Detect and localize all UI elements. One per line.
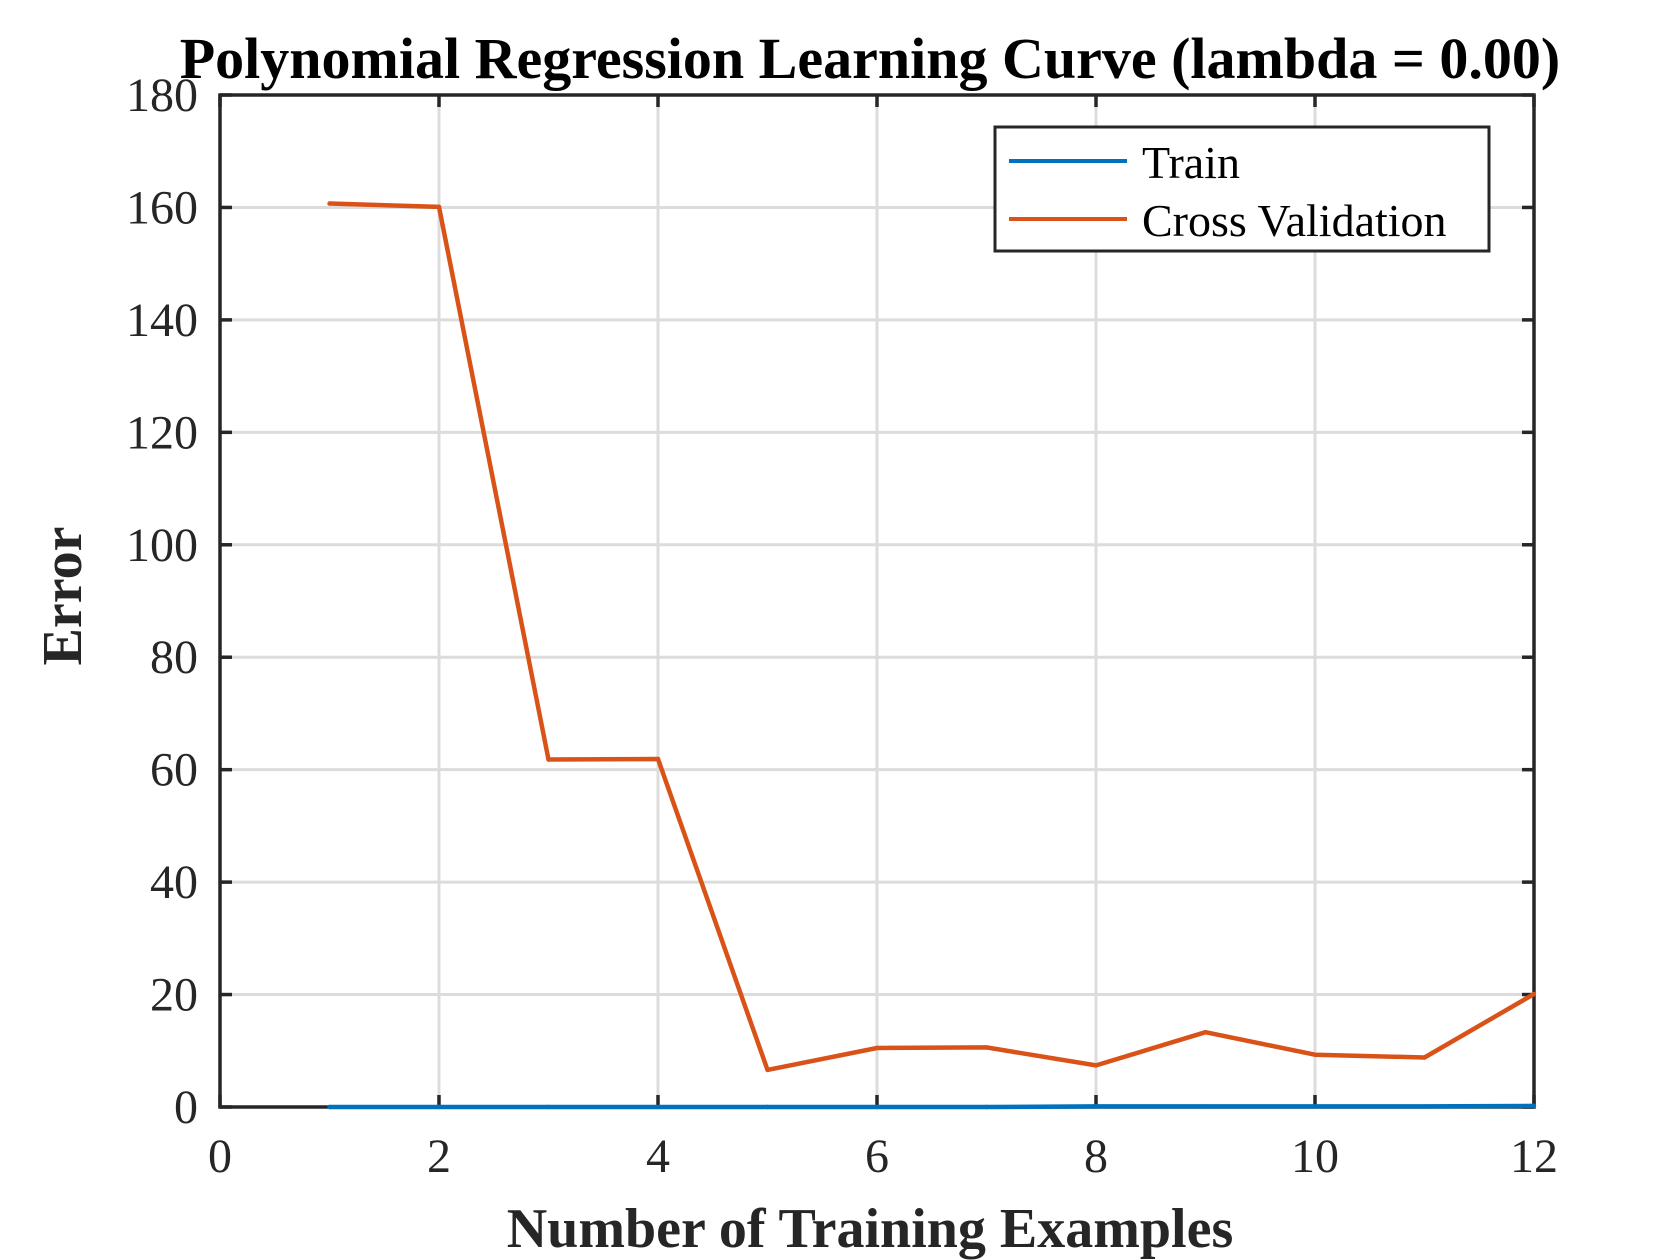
x-tick-label: 8 (1084, 1130, 1108, 1183)
series-line-train (329, 1103, 1535, 1110)
y-tick-label: 180 (126, 69, 198, 122)
legend-box (993, 125, 1491, 253)
x-tick-label: 6 (865, 1130, 889, 1183)
series-group (327, 201, 1537, 1110)
data-point-cross-validation (1531, 991, 1537, 997)
y-tick-label: 20 (150, 969, 198, 1022)
data-point-train (1312, 1104, 1318, 1109)
data-point-train (1422, 1104, 1427, 1109)
data-point-train (874, 1104, 880, 1110)
data-point-cross-validation (874, 1045, 880, 1051)
series-line-cross-validation (329, 201, 1536, 1073)
y-tick-label: 120 (126, 406, 198, 459)
y-tick-label: 80 (150, 631, 198, 684)
data-point-cross-validation (436, 204, 442, 210)
data-point-cross-validation (1093, 1063, 1099, 1068)
data-point-train (655, 1104, 661, 1110)
y-tick-label: 40 (150, 856, 198, 909)
x-tick-label: 4 (646, 1130, 670, 1183)
y-axis-title: Error (32, 527, 94, 666)
x-tick-label: 12 (1510, 1130, 1558, 1183)
y-tick-label: 100 (126, 519, 198, 572)
data-point-cross-validation (546, 757, 551, 762)
data-point-cross-validation (1203, 1030, 1208, 1035)
x-axis-title: Number of Training Examples (507, 1198, 1234, 1260)
y-tick-label: 0 (174, 1081, 198, 1134)
data-point-cross-validation (1422, 1055, 1427, 1060)
data-point-cross-validation (327, 201, 332, 206)
legend-label-train: Train (1142, 137, 1240, 188)
data-point-cross-validation (984, 1045, 989, 1050)
data-point-train (765, 1104, 770, 1110)
data-point-train (436, 1104, 442, 1110)
chart-title: Polynomial Regression Learning Curve (la… (180, 26, 1560, 91)
y-tick-label: 140 (126, 294, 198, 347)
data-point-cross-validation (765, 1067, 770, 1073)
data-point-cross-validation (655, 756, 661, 762)
data-point-cross-validation (1312, 1052, 1318, 1057)
x-tick-label: 0 (208, 1130, 232, 1183)
legend: Train Cross Validation (993, 125, 1491, 253)
y-tick-label: 60 (150, 744, 198, 797)
data-point-train (1203, 1104, 1208, 1109)
data-point-train (1531, 1103, 1537, 1109)
x-tick-label: 10 (1291, 1130, 1339, 1183)
data-point-train (984, 1104, 989, 1110)
y-tick-label: 160 (126, 181, 198, 234)
data-point-train (1093, 1104, 1099, 1109)
data-point-train (327, 1104, 332, 1110)
x-tick-label: 2 (427, 1130, 451, 1183)
legend-label-cross-validation: Cross Validation (1142, 195, 1447, 246)
data-point-train (546, 1104, 551, 1110)
